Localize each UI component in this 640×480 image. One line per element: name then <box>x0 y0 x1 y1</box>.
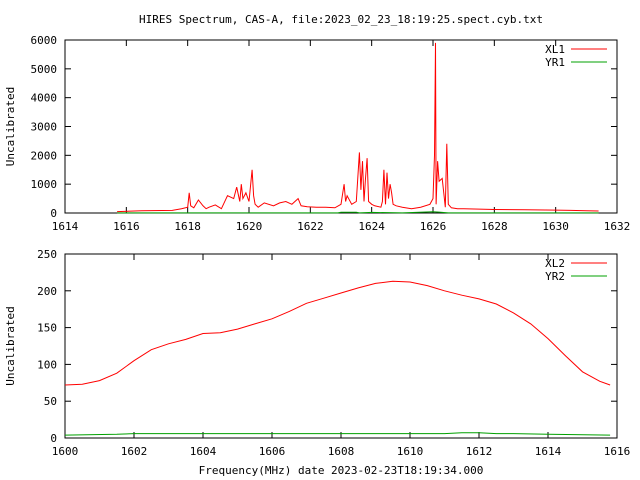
x-tick-label: 1632 <box>604 220 631 233</box>
x-tick-label: 1612 <box>466 445 493 458</box>
x-tick-label: 1616 <box>113 220 140 233</box>
y-axis-label: Uncalibrated <box>4 87 17 166</box>
x-tick-label: 1608 <box>328 445 355 458</box>
x-tick-label: 1624 <box>358 220 385 233</box>
series-line-xl1 <box>117 42 599 213</box>
legend-label-xl1: XL1 <box>545 43 565 56</box>
x-tick-label: 1622 <box>297 220 324 233</box>
x-tick-label: 1620 <box>236 220 263 233</box>
legend-label-xl2: XL2 <box>545 257 565 270</box>
plot-panel-1: 0 1000 2000 3000 4000 5000 6000 1614 1616 1618 162… <box>4 34 630 233</box>
x-tick-label: 1606 <box>259 445 286 458</box>
x-tick-label: 1600 <box>52 445 79 458</box>
x-tick-label: 1618 <box>174 220 201 233</box>
y-tick-label: 2000 <box>31 149 58 162</box>
x-tick-label: 1626 <box>420 220 447 233</box>
y-tick-label: 100 <box>37 358 57 371</box>
x-tick-label: 1628 <box>481 220 508 233</box>
y-tick-label: 150 <box>37 322 57 335</box>
x-axis-label: Frequency(MHz) date 2023-02-23T18:19:34.… <box>199 464 484 477</box>
x-tick-label: 1604 <box>190 445 217 458</box>
y-tick-label: 6000 <box>31 34 58 47</box>
y-tick-label: 3000 <box>31 121 58 134</box>
y-tick-label: 5000 <box>31 63 58 76</box>
y-tick-label: 4000 <box>31 92 58 105</box>
x-tick-label: 1602 <box>121 445 148 458</box>
legend-label-yr1: YR1 <box>545 56 565 69</box>
y-tick-label: 50 <box>44 395 57 408</box>
series-line-xl2 <box>64 280 611 386</box>
x-tick-label: 1610 <box>397 445 424 458</box>
series-line-yr2 <box>64 432 611 436</box>
chart-title: HIRES Spectrum, CAS-A, file:2023_02_23_1… <box>139 13 543 26</box>
x-tick-label: 1614 <box>535 445 562 458</box>
y-axis-label: Uncalibrated <box>4 306 17 385</box>
x-tick-label: 1616 <box>604 445 631 458</box>
series-line-yr1 <box>117 211 599 214</box>
y-tick-label: 250 <box>37 248 57 261</box>
y-tick-label: 1000 <box>31 178 58 191</box>
y-tick-label: 0 <box>50 432 57 445</box>
legend-label-yr2: YR2 <box>545 270 565 283</box>
plot-panel-2: 0 50 100 150 200 250 1600 1602 1604 1606 1608 1610 1… <box>4 248 630 458</box>
y-tick-label: 200 <box>37 285 57 298</box>
x-tick-label: 1614 <box>52 220 79 233</box>
y-tick-label: 0 <box>50 207 57 220</box>
x-tick-label: 1630 <box>542 220 569 233</box>
